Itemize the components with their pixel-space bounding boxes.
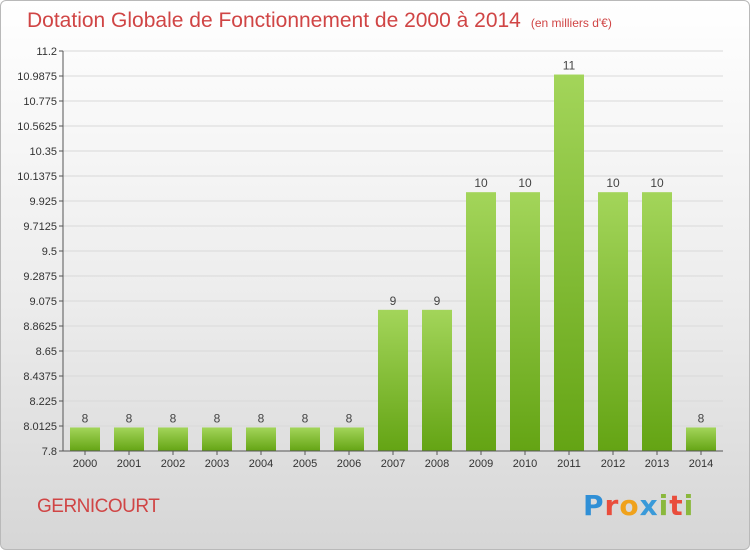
y-tick-label: 9.7125 <box>23 221 57 233</box>
bar <box>334 427 364 451</box>
bar <box>378 309 408 451</box>
y-tick-label: 10.9875 <box>17 71 57 83</box>
data-label: 10 <box>474 176 488 190</box>
bar <box>158 427 188 451</box>
y-tick-label: 9.925 <box>29 196 57 208</box>
place-name: GERNICOURT <box>37 496 160 517</box>
y-tick-label: 8.225 <box>29 396 57 408</box>
y-tick-label: 11.2 <box>36 46 57 58</box>
y-tick-label: 9.075 <box>29 296 57 308</box>
bar <box>466 192 496 452</box>
proxiti-logo: Proxiti <box>583 489 694 522</box>
x-tick-label: 2002 <box>161 458 185 470</box>
x-tick-label: 2006 <box>337 458 361 470</box>
y-tick-label: 10.775 <box>23 96 57 108</box>
x-tick-label: 2000 <box>73 458 97 470</box>
bar <box>598 192 628 452</box>
x-tick-label: 2012 <box>601 458 625 470</box>
y-tick-label: 10.35 <box>29 146 57 158</box>
bar <box>422 309 452 451</box>
x-tick-label: 2013 <box>645 458 669 470</box>
data-label: 8 <box>82 411 89 425</box>
y-tick-label: 8.4375 <box>23 371 57 383</box>
data-label: 8 <box>346 411 353 425</box>
bar <box>686 427 716 451</box>
logo-letter: t <box>669 489 684 522</box>
x-tick-label: 2009 <box>469 458 493 470</box>
bar <box>510 192 540 452</box>
x-tick-label: 2008 <box>425 458 449 470</box>
bar-layer: 8 8 8 8 8 8 8 9 9 10 10 11 10 10 8 <box>70 59 716 452</box>
chart-title: Dotation Globale de Fonctionnement de 20… <box>27 9 612 33</box>
data-label: 8 <box>126 411 133 425</box>
bar <box>202 427 232 451</box>
data-label: 10 <box>650 176 664 190</box>
data-label: 11 <box>563 59 576 73</box>
title-text: Dotation Globale de Fonctionnement de 20… <box>27 9 521 32</box>
data-label: 8 <box>214 411 221 425</box>
axis-layer: 7.8 8.0125 8.225 8.4375 8.65 8.8625 9.075 9.287… <box>17 46 723 470</box>
y-tick-label: 9.2875 <box>23 271 57 283</box>
x-tick-label: 2003 <box>205 458 229 470</box>
y-tick-label: 10.1375 <box>17 171 57 183</box>
y-tick-label: 8.8625 <box>23 321 57 333</box>
x-tick-label: 2004 <box>249 458 273 470</box>
y-tick-label: 8.0125 <box>23 421 57 433</box>
data-label: 9 <box>390 294 397 308</box>
y-tick-label: 7.8 <box>42 446 57 458</box>
y-tick-label: 10.5625 <box>17 121 57 133</box>
data-label: 9 <box>434 294 441 308</box>
logo-letter: r <box>604 489 620 522</box>
bar <box>554 74 584 451</box>
logo-letter: i <box>658 489 670 522</box>
y-tick-label: 8.65 <box>36 346 57 358</box>
unit-text: (en milliers d'€) <box>530 16 612 30</box>
bar <box>642 192 672 452</box>
bar <box>70 427 100 451</box>
bar <box>114 427 144 451</box>
y-tick-label: 9.5 <box>42 246 57 258</box>
logo-letter: P <box>583 489 605 522</box>
data-label: 10 <box>518 176 532 190</box>
data-label: 8 <box>170 411 177 425</box>
x-tick-label: 2011 <box>557 458 581 470</box>
data-label: 10 <box>606 176 620 190</box>
logo-letter: i <box>683 489 695 522</box>
data-label: 8 <box>302 411 309 425</box>
x-tick-label: 2014 <box>689 458 713 470</box>
bar <box>246 427 276 451</box>
data-label: 8 <box>698 411 705 425</box>
x-tick-label: 2005 <box>293 458 317 470</box>
x-tick-label: 2010 <box>513 458 537 470</box>
x-tick-label: 2007 <box>381 458 405 470</box>
x-tick-label: 2001 <box>117 458 141 470</box>
logo-letter: o <box>619 489 640 522</box>
logo-letter: x <box>639 489 659 522</box>
data-label: 8 <box>258 411 265 425</box>
bar <box>290 427 320 451</box>
